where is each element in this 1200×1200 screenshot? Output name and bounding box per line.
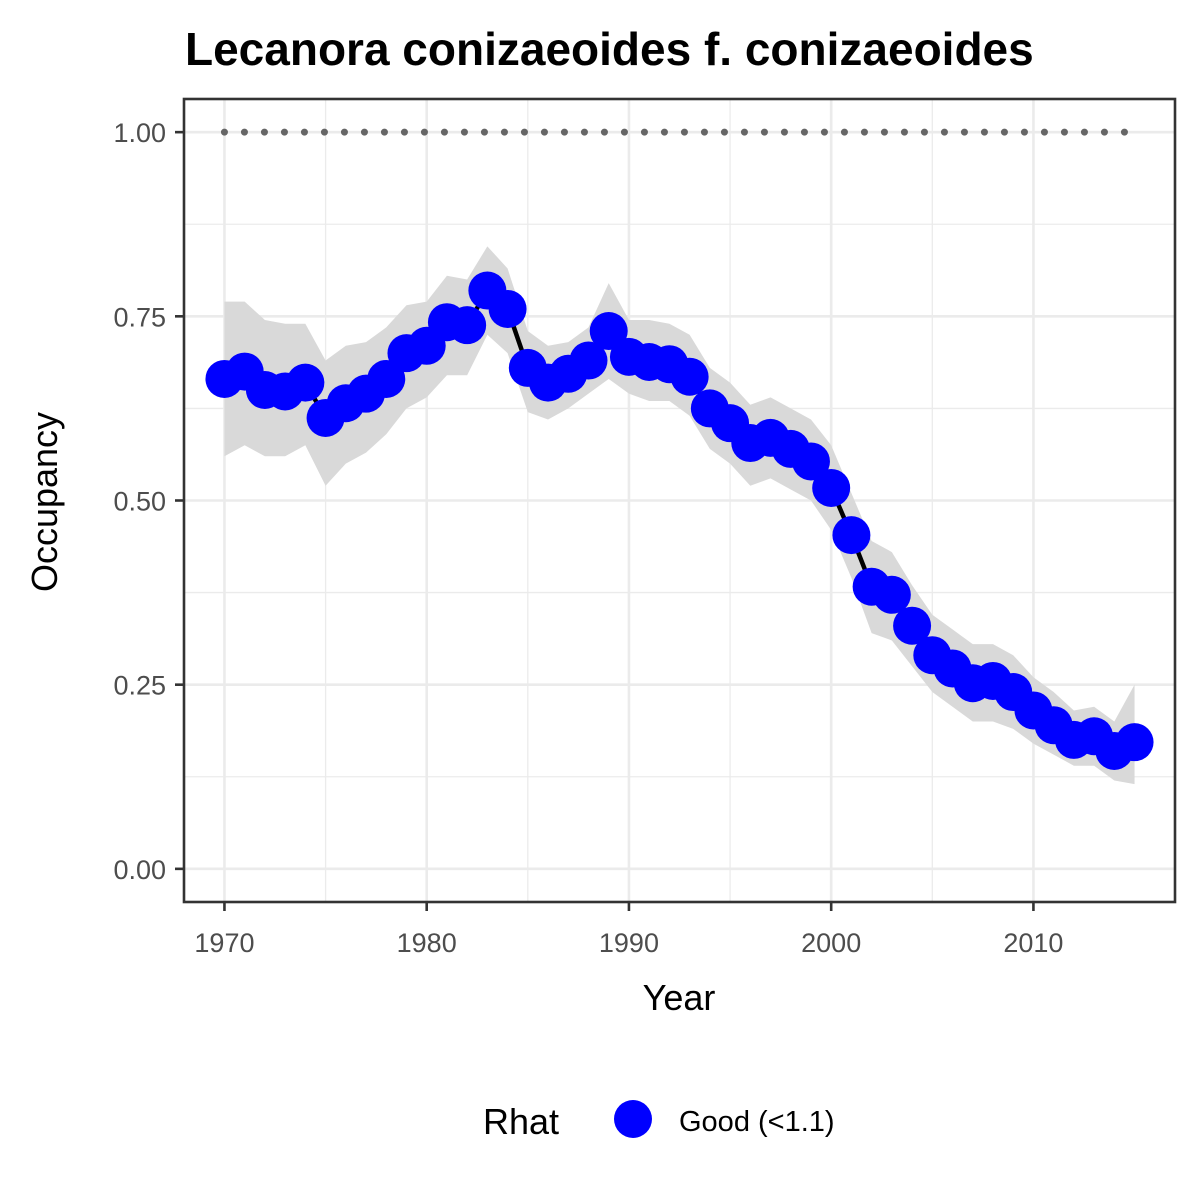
data-point <box>448 306 487 345</box>
data-point <box>1115 723 1154 762</box>
y-tick-label: 1.00 <box>113 118 166 148</box>
data-point <box>569 341 608 380</box>
y-tick-label: 0.75 <box>113 302 166 332</box>
x-tick-label: 1990 <box>599 928 659 958</box>
data-point <box>812 468 851 507</box>
x-axis-title: Year <box>643 977 716 1018</box>
data-point <box>488 289 527 328</box>
data-point <box>893 606 932 645</box>
data-point <box>872 575 911 614</box>
data-point <box>286 363 325 402</box>
confidence-ribbon <box>224 246 1135 785</box>
legend-title: Rhat <box>483 1101 559 1142</box>
legend: Rhat Good (<1.1) <box>483 1100 835 1142</box>
x-tick-label: 2010 <box>1003 928 1063 958</box>
legend-key-point <box>614 1100 652 1138</box>
data-point <box>589 312 628 351</box>
x-tick-label: 2000 <box>801 928 861 958</box>
y-tick-label: 0.00 <box>113 855 166 885</box>
data-point <box>670 357 709 396</box>
x-tick-label: 1970 <box>194 928 254 958</box>
y-tick-label: 0.25 <box>113 671 166 701</box>
y-tick-label: 0.50 <box>113 487 166 517</box>
data-point <box>832 516 871 555</box>
y-axis-title: Occupancy <box>24 412 65 592</box>
plot-panel: 0.00 0.25 0.50 0.75 1.00 1970 1980 1990 2000 2010 <box>113 97 1177 958</box>
chart-title: Lecanora conizaeoides f. conizaeoides <box>185 23 1034 75</box>
legend-entry-label: Good (<1.1) <box>679 1106 835 1138</box>
x-tick-label: 1980 <box>397 928 457 958</box>
data-point <box>367 359 406 398</box>
data-point <box>791 442 830 481</box>
